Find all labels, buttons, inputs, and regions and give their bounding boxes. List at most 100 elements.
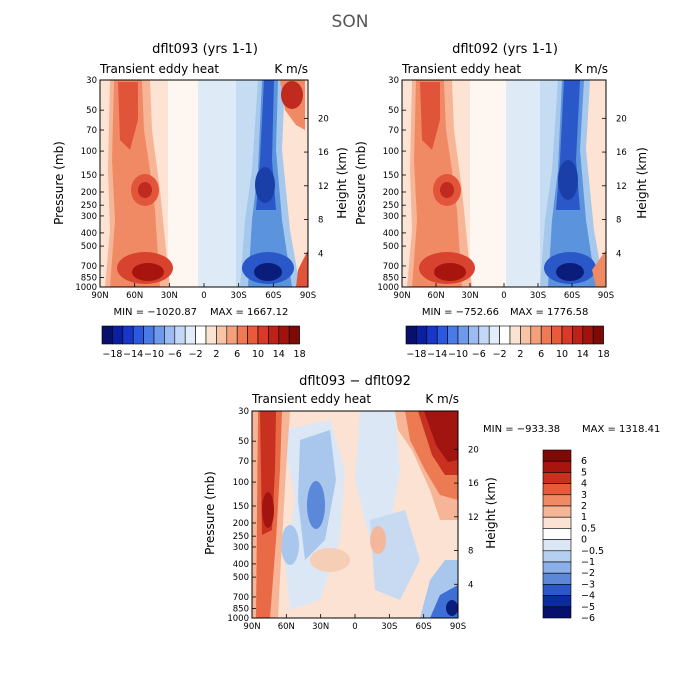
right-tick-label: 16 bbox=[468, 479, 479, 489]
x-tick-label: 0 bbox=[501, 291, 506, 301]
figure-title: SON bbox=[332, 12, 369, 32]
colorbar-box bbox=[405, 325, 417, 345]
y-tick-label: 1000 bbox=[75, 283, 97, 293]
colorbar-label: −18 bbox=[102, 349, 122, 360]
colorbar-box bbox=[530, 325, 542, 345]
y-tick-label: 250 bbox=[383, 201, 399, 211]
colorbar-box bbox=[184, 325, 196, 345]
colorbar-box bbox=[509, 325, 521, 345]
colorbar-label: 2 bbox=[581, 501, 587, 512]
y-tick-label: 30 bbox=[86, 76, 97, 86]
x-tick-label: 90S bbox=[300, 291, 316, 301]
colorbar-box bbox=[468, 325, 480, 345]
y-tick-label: 500 bbox=[383, 242, 399, 252]
colorbar-label: 6 bbox=[538, 349, 544, 360]
colorbar-box bbox=[236, 325, 248, 345]
panel-1-max: MAX = 1667.12 bbox=[210, 307, 288, 318]
x-tick-label: 30S bbox=[231, 291, 247, 301]
colorbar-box bbox=[592, 325, 604, 345]
colorbar-box bbox=[278, 325, 290, 345]
panel-2: dflt092 (yrs 1-1) Transient eddy heat K … bbox=[354, 42, 649, 360]
x-tick-label: 30N bbox=[161, 291, 178, 301]
y-tick-label: 70 bbox=[238, 457, 249, 467]
y-tick-label: 500 bbox=[233, 573, 249, 583]
right-tick-label: 20 bbox=[616, 114, 627, 124]
colorbar-box bbox=[132, 325, 144, 345]
colorbar-box bbox=[257, 325, 269, 345]
colorbar-label: 2 bbox=[213, 349, 219, 360]
colorbar-box bbox=[457, 325, 469, 345]
panel-3-title: dflt093 − dflt092 bbox=[299, 374, 411, 389]
right-tick-label: 16 bbox=[318, 148, 329, 158]
panel-1-title: dflt093 (yrs 1-1) bbox=[152, 42, 258, 57]
y-tick-label: 150 bbox=[383, 171, 399, 181]
panel-2-ylabel: Pressure (mb) bbox=[354, 141, 368, 225]
colorbar-label: 1 bbox=[581, 512, 587, 523]
y-tick-label: 300 bbox=[383, 212, 399, 222]
x-tick-label: 90N bbox=[243, 622, 260, 632]
y-tick-label: 400 bbox=[383, 229, 399, 239]
panel-3-plot-area bbox=[251, 410, 459, 619]
colorbar-box bbox=[143, 325, 155, 345]
panel-3-min: MIN = −933.38 bbox=[483, 424, 560, 435]
y-tick-label: 50 bbox=[86, 106, 97, 116]
y-tick-label: 100 bbox=[383, 147, 399, 157]
colorbar-box bbox=[164, 325, 176, 345]
colorbar-label: −1 bbox=[581, 557, 595, 568]
colorbar-box bbox=[542, 584, 572, 596]
colorbar-label: 18 bbox=[294, 349, 306, 360]
colorbar-box bbox=[542, 516, 572, 529]
colorbar-box bbox=[542, 528, 572, 540]
colorbar-box bbox=[436, 325, 448, 345]
colorbar-label: 14 bbox=[273, 349, 285, 360]
colorbar-box bbox=[542, 494, 572, 507]
right-tick-label: 8 bbox=[616, 216, 621, 226]
colorbar-label: −0.5 bbox=[581, 546, 604, 557]
panel-1-x-axis: 90N 60N 30N 0 30S 60S 90S bbox=[91, 283, 316, 301]
y-tick-label: 700 bbox=[233, 593, 249, 603]
colorbar-box bbox=[542, 460, 572, 473]
right-tick-label: 12 bbox=[468, 513, 479, 523]
right-tick-label: 4 bbox=[468, 580, 473, 590]
y-tick-label: 850 bbox=[233, 604, 249, 614]
x-tick-label: 0 bbox=[352, 622, 357, 632]
colorbar-label: 2 bbox=[517, 349, 523, 360]
colorbar-box bbox=[268, 325, 280, 345]
panel-1-ylabel-right: Height (km) bbox=[335, 147, 349, 218]
colorbar-label: −10 bbox=[144, 349, 164, 360]
x-tick-label: 90S bbox=[450, 622, 466, 632]
colorbar-box bbox=[195, 325, 207, 345]
right-tick-label: 8 bbox=[318, 216, 323, 226]
colorbar-label: −3 bbox=[581, 579, 595, 590]
panel-3-max: MAX = 1318.41 bbox=[582, 424, 660, 435]
y-tick-label: 400 bbox=[81, 229, 97, 239]
panel-2-right-axis: 20 16 12 8 4 bbox=[602, 114, 627, 259]
panel-3-subtitle-left: Transient eddy heat bbox=[251, 392, 371, 406]
panel-1-right-axis: 20 16 12 8 4 bbox=[304, 114, 329, 259]
y-tick-label: 700 bbox=[383, 262, 399, 272]
x-tick-label: 60S bbox=[416, 622, 432, 632]
colorbar-box bbox=[582, 325, 594, 345]
panel-2-title: dflt092 (yrs 1-1) bbox=[452, 42, 558, 57]
y-tick-label: 200 bbox=[81, 188, 97, 198]
panel-3-subtitle-right: K m/s bbox=[425, 392, 459, 406]
panel-3-ylabel: Pressure (mb) bbox=[203, 471, 217, 555]
colorbar-box bbox=[542, 550, 572, 563]
colorbar-box bbox=[247, 325, 259, 345]
colorbar-box bbox=[122, 325, 134, 345]
colorbar-label: −10 bbox=[448, 349, 468, 360]
panel-1-subtitle-left: Transient eddy heat bbox=[99, 62, 219, 76]
colorbar-box bbox=[551, 325, 563, 345]
colorbar-label: −2 bbox=[189, 349, 203, 360]
colorbar-box bbox=[542, 483, 572, 496]
x-tick-label: 30S bbox=[381, 622, 397, 632]
y-tick-label: 70 bbox=[86, 126, 97, 136]
panel-2-plot-area bbox=[401, 79, 607, 288]
y-tick-label: 1000 bbox=[377, 283, 399, 293]
colorbar-box bbox=[572, 325, 584, 345]
right-tick-label: 4 bbox=[616, 249, 621, 259]
colorbar-label: −2 bbox=[581, 568, 595, 579]
